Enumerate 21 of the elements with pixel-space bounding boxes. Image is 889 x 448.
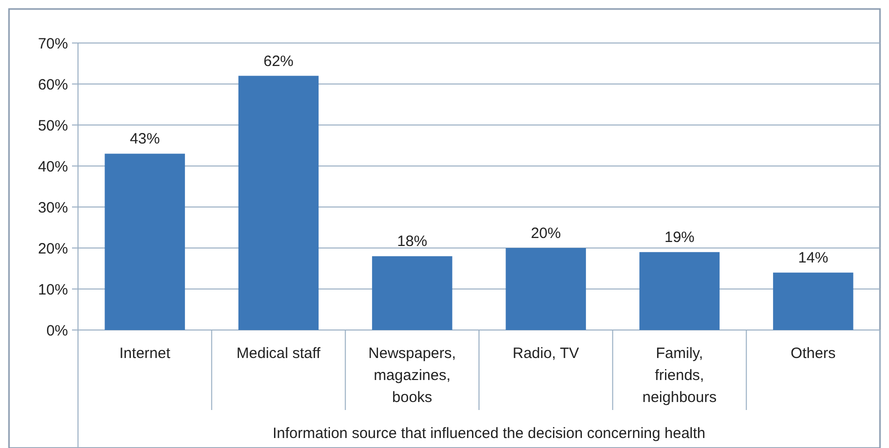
x-tick-label: Medical staff xyxy=(236,345,322,362)
y-tick-label: 10% xyxy=(38,281,68,298)
data-label: 18% xyxy=(397,233,428,250)
x-tick-label: Family, friends, neighbours xyxy=(642,345,717,406)
y-tick-label: 50% xyxy=(38,117,68,134)
y-tick-label: 30% xyxy=(38,199,68,216)
data-label: 14% xyxy=(798,250,828,267)
y-tick-label: 40% xyxy=(38,158,68,176)
x-tick-label: Others xyxy=(790,345,836,362)
y-tick-label: 0% xyxy=(46,322,68,340)
x-tick-label: Radio, TV xyxy=(512,345,580,362)
x-axis-title: Information source that influenced the decision concerning health xyxy=(272,425,706,442)
x-tick-label: Internet xyxy=(119,345,172,362)
data-label: 19% xyxy=(664,229,695,246)
y-tick-label: 60% xyxy=(38,76,68,94)
data-label: 20% xyxy=(530,225,561,242)
y-tick-label: 20% xyxy=(38,240,68,258)
data-label: 62% xyxy=(263,52,294,70)
x-tick-label: Newspapers, magazines, books xyxy=(368,345,456,406)
y-tick-label: 70% xyxy=(38,35,68,52)
data-label: 43% xyxy=(130,130,160,148)
